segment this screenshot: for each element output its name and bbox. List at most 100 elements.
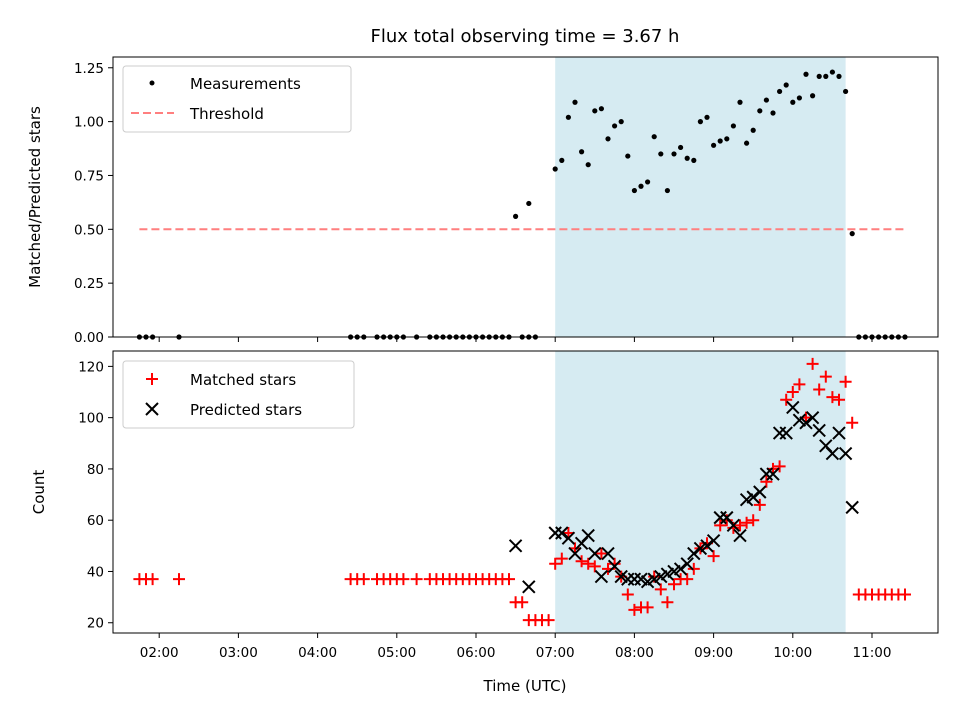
y-tick-label: 100: [78, 411, 104, 427]
bottom-panel: 20 40 60 80 100 120 02:00 03:00 04:00 05:00 06:00…: [30, 350, 939, 695]
data-point: [838, 446, 853, 461]
y-tick-label: 0.25: [74, 276, 104, 292]
data-point: [753, 498, 766, 511]
data-point: [760, 475, 773, 488]
y-tick-label: 0.00: [74, 330, 104, 346]
data-point: [641, 601, 654, 614]
data-point: [173, 573, 185, 586]
data-point: [730, 123, 737, 129]
data-point: [555, 552, 568, 565]
y-tick-label: 40: [87, 564, 104, 580]
data-point: [786, 400, 800, 415]
x-tick-label: 04:00: [298, 645, 337, 661]
y-tick-label: 1.00: [74, 115, 104, 131]
x-tick-label: 10:00: [773, 645, 812, 661]
data-point: [750, 127, 756, 133]
y-tick-label: 20: [87, 616, 104, 632]
x-tick-label: 05:00: [377, 645, 416, 661]
data-point: [899, 588, 911, 601]
data-point: [833, 393, 845, 406]
data-point: [829, 69, 836, 75]
data-point: [680, 557, 694, 571]
data-point: [668, 578, 680, 591]
data-point: [568, 546, 582, 561]
data-point: [565, 114, 572, 120]
data-point: [717, 138, 723, 144]
data-point: [648, 570, 661, 583]
data-point: [678, 144, 684, 151]
data-point: [704, 114, 710, 120]
data-point: [508, 539, 523, 553]
y-tick-label: 1.25: [74, 61, 104, 77]
data-point: [588, 546, 602, 561]
data-point: [559, 157, 565, 163]
data-point: [843, 88, 849, 95]
data-point: [799, 416, 813, 430]
data-point: [357, 573, 370, 586]
data-point: [737, 99, 743, 105]
data-point: [707, 550, 720, 563]
data-point: [744, 140, 750, 146]
data-point: [766, 467, 780, 481]
data-point: [777, 88, 783, 95]
data-point: [691, 157, 697, 163]
data-point: [651, 134, 657, 140]
data-point: [581, 528, 595, 543]
top-panel-ylabel: Matched/Predicted stars: [26, 106, 44, 288]
legend-predicted-marker: [145, 402, 159, 416]
data-point: [397, 573, 410, 586]
data-point: [763, 97, 770, 103]
data-point: [790, 99, 796, 105]
data-point: [575, 555, 588, 568]
x-tick-label: 08:00: [615, 645, 654, 661]
top-panel: 0.00 0.25 0.50 0.75 1.00 1.25 Matched/Predict…: [26, 56, 939, 346]
data-point: [753, 485, 767, 499]
data-point: [526, 200, 532, 207]
data-point: [628, 603, 641, 616]
data-point: [773, 460, 786, 473]
data-point: [645, 179, 651, 185]
data-point: [836, 73, 842, 79]
data-point: [661, 596, 674, 609]
data-point: [516, 596, 529, 609]
bottom-legend-box: [122, 360, 355, 429]
data-point: [706, 534, 721, 548]
data-point: [700, 539, 714, 553]
data-point: [697, 119, 704, 125]
data-point: [608, 557, 621, 570]
x-tick-label: 07:00: [536, 645, 575, 661]
data-point: [727, 521, 740, 534]
y-tick-label: 0.75: [74, 168, 104, 184]
data-point: [826, 391, 839, 404]
legend-measurements-label: Measurements: [190, 75, 301, 93]
data-point: [522, 580, 536, 594]
bottom-panel-highlight-span: [555, 351, 846, 633]
data-point: [819, 370, 832, 383]
data-point: [846, 416, 859, 429]
data-point: [825, 446, 840, 461]
data-point: [572, 99, 578, 105]
legend-measurements-marker: [149, 80, 155, 86]
data-point: [598, 106, 605, 112]
legend-threshold-label: Threshold: [189, 105, 264, 123]
data-point: [806, 357, 819, 370]
data-point: [796, 95, 803, 101]
data-point: [621, 588, 634, 601]
data-point: [839, 375, 852, 388]
data-point: [605, 136, 611, 142]
data-point: [687, 546, 701, 561]
bottom-panel-frame: [112, 350, 939, 634]
x-tick-label: 03:00: [219, 645, 258, 661]
data-point: [780, 393, 793, 406]
data-point: [849, 231, 855, 237]
bottom-panel-legend: Matched stars Predicted stars: [122, 360, 355, 429]
data-point: [594, 569, 609, 584]
data-point: [625, 153, 631, 159]
data-point: [601, 546, 615, 561]
data-point: [579, 149, 585, 155]
bottom-panel-x-axis: 02:00 03:00 04:00 05:00 06:00 07:00 08:00 09:00…: [140, 633, 891, 661]
data-point: [813, 383, 826, 396]
data-point: [832, 426, 846, 440]
data-point: [146, 573, 159, 586]
data-point: [816, 73, 822, 79]
